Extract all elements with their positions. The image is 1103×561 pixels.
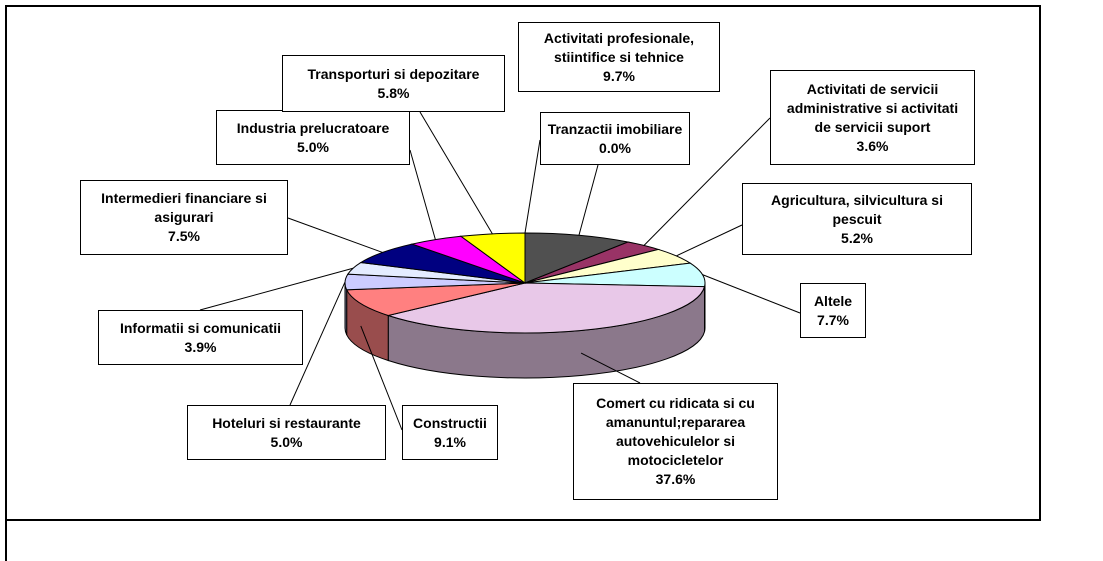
- category-label: Agricultura, silvicultura si pescuit: [771, 191, 943, 227]
- data-label: Industria prelucratoare 5.0%: [216, 110, 410, 165]
- category-label: Informatii si comunicatii: [119, 319, 282, 336]
- value-label: 0.0%: [599, 139, 631, 156]
- category-label: Constructii: [413, 414, 487, 431]
- category-label: Tranzactii imobiliare: [547, 120, 683, 137]
- data-label: Intermedieri financiare si asigurari 7.5%: [80, 180, 288, 255]
- leader-line: [360, 325, 403, 431]
- leader-line: [524, 139, 541, 234]
- value-label: 7.7%: [817, 311, 849, 328]
- slice: [345, 282, 526, 317]
- leader-line: [199, 267, 354, 311]
- leader-line: [578, 164, 599, 236]
- data-label: Comert cu ridicata si cu amanuntul;repar…: [573, 383, 778, 500]
- data-label: Agricultura, silvicultura si pescuit 5.2%: [742, 183, 972, 255]
- value-label: 7.5%: [168, 228, 200, 244]
- category-label: Altele: [813, 292, 853, 309]
- category-label: Transporturi si depozitare: [307, 65, 480, 82]
- leader-line: [409, 149, 436, 240]
- leader-line: [580, 352, 641, 384]
- leader-line: [419, 111, 493, 235]
- slice: [386, 282, 706, 334]
- category-label: Comert cu ridicata si cu amanuntul;repar…: [596, 395, 755, 468]
- data-label: Altele 7.7%: [800, 283, 866, 338]
- value-label: 9.1%: [434, 433, 466, 450]
- value-label: 5.0%: [270, 433, 303, 450]
- value-label: 5.8%: [377, 84, 410, 101]
- data-label: Informatii si comunicatii 3.9%: [98, 310, 303, 365]
- leader-line: [289, 281, 346, 406]
- data-label: Activitati profesionale, stiintifice si …: [518, 22, 720, 92]
- value-label: 9.7%: [603, 67, 635, 84]
- leader-line: [702, 274, 801, 314]
- data-label: Hoteluri si restaurante 5.0%: [187, 405, 386, 460]
- value-label: 5.0%: [297, 138, 329, 155]
- leader-line: [676, 224, 743, 257]
- category-label: Intermedieri financiare si asigurari: [101, 190, 267, 225]
- slice-side: [344, 282, 348, 336]
- data-label: Transporturi si depozitare 5.8%: [282, 55, 505, 112]
- category-label: Industria prelucratoare: [236, 119, 390, 136]
- value-label: 3.9%: [184, 338, 217, 355]
- data-label: Constructii 9.1%: [402, 405, 498, 460]
- value-label: 37.6%: [655, 471, 696, 487]
- value-label: 3.6%: [856, 137, 889, 154]
- data-label: Tranzactii imobiliare 0.0%: [540, 112, 690, 165]
- frame: [5, 5, 1041, 561]
- data-label: Activitati de servicii administrative si…: [770, 70, 975, 165]
- category-label: Activitati profesionale, stiintifice si …: [543, 29, 695, 65]
- category-label: Activitati de servicii administrative si…: [786, 80, 959, 135]
- category-label: Hoteluri si restaurante: [212, 414, 361, 431]
- leader-line: [643, 117, 771, 246]
- leader-line: [287, 217, 383, 253]
- value-label: 5.2%: [841, 229, 873, 246]
